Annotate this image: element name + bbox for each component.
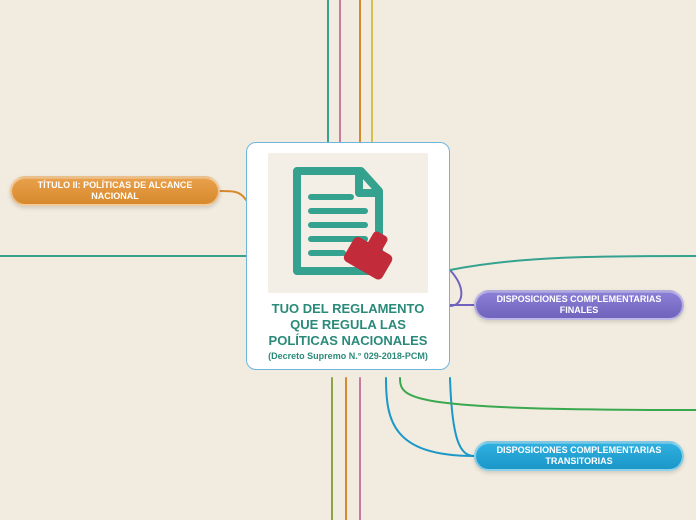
central-node[interactable]: TUO DEL REGLAMENTO QUE REGULA LAS POLÍTI…: [246, 142, 450, 370]
node-disposiciones-transitorias[interactable]: DISPOSICIONES COMPLEMENTARIAS TRANSITORI…: [474, 441, 684, 471]
node-titulo-ii[interactable]: TÍTULO II: POLÍTICAS DE ALCANCE NACIONAL: [10, 176, 220, 206]
node-disposiciones-finales[interactable]: DISPOSICIONES COMPLEMENTARIAS FINALES: [474, 290, 684, 320]
document-stamp-icon: [283, 163, 413, 283]
central-title: TUO DEL REGLAMENTO QUE REGULA LAS POLÍTI…: [257, 301, 439, 349]
node-label: DISPOSICIONES COMPLEMENTARIAS TRANSITORI…: [486, 445, 672, 468]
node-label: DISPOSICIONES COMPLEMENTARIAS FINALES: [486, 294, 672, 317]
mindmap-canvas: TÍTULO II: POLÍTICAS DE ALCANCE NACIONAL: [0, 0, 696, 520]
node-label: TÍTULO II: POLÍTICAS DE ALCANCE NACIONAL: [22, 180, 208, 203]
central-icon: [268, 153, 428, 293]
central-subtitle: (Decreto Supremo N.° 029-2018-PCM): [257, 351, 439, 361]
